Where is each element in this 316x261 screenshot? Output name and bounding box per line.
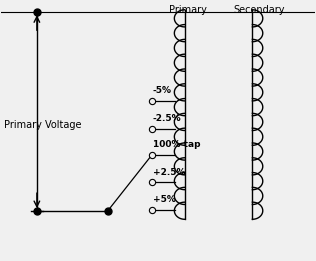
Text: Secondary: Secondary [233, 5, 284, 15]
Text: Primary: Primary [169, 5, 207, 15]
Text: Primary Voltage: Primary Voltage [4, 120, 81, 130]
Text: +2.5%: +2.5% [153, 168, 185, 177]
Text: -5%: -5% [153, 86, 172, 95]
Text: +5%: +5% [153, 195, 176, 204]
Text: -2.5%: -2.5% [153, 115, 182, 123]
Text: 100% tap: 100% tap [153, 140, 200, 150]
